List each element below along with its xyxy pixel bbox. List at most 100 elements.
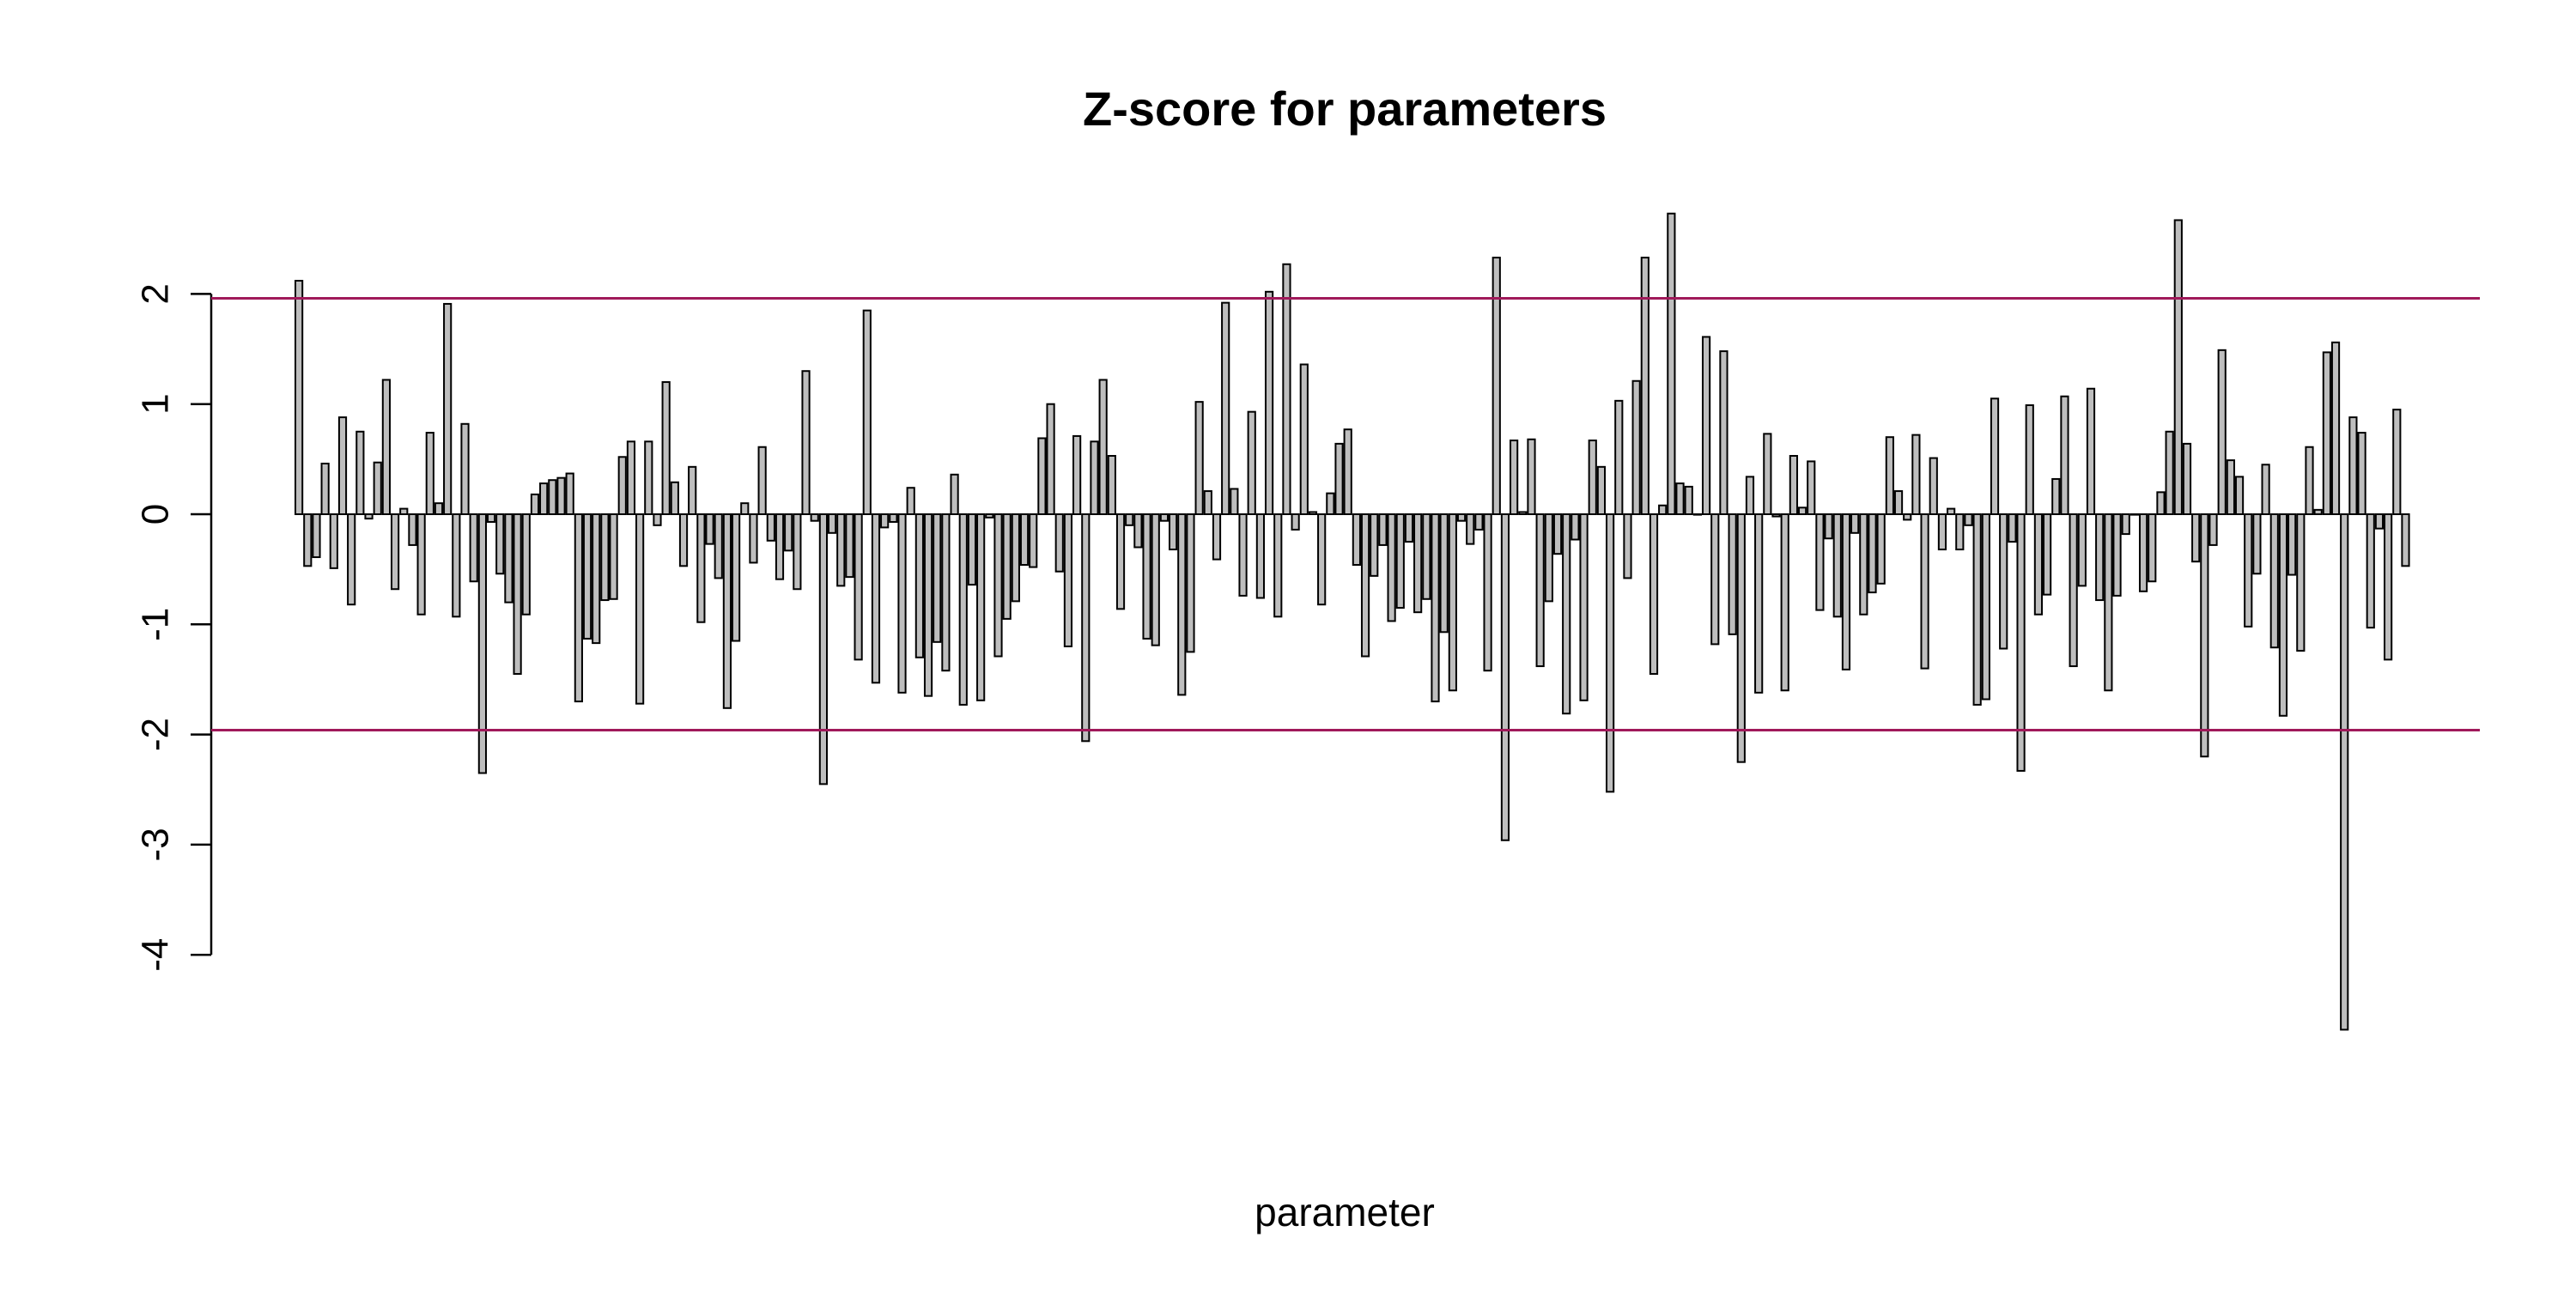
bar: [1606, 513, 1615, 793]
bar: [460, 422, 470, 516]
bar: [312, 513, 321, 559]
bar: [661, 381, 671, 516]
bar: [2112, 513, 2122, 597]
bar: [530, 493, 540, 515]
bar: [2244, 513, 2253, 628]
bar: [443, 302, 453, 516]
bar: [1360, 513, 1370, 658]
bar: [1002, 513, 1012, 620]
bar: [889, 513, 898, 523]
bar: [1631, 379, 1641, 516]
bar: [933, 513, 942, 643]
bar: [740, 502, 750, 515]
bar: [592, 513, 601, 645]
bar: [1911, 434, 1921, 515]
bar: [2340, 513, 2349, 1031]
bar: [1203, 490, 1212, 515]
bar: [1868, 513, 1877, 594]
bar: [1107, 455, 1116, 515]
bar: [1562, 513, 1571, 715]
bars: [295, 212, 2410, 1031]
bar: [1054, 513, 1064, 573]
bar: [469, 513, 478, 583]
bar: [1291, 513, 1300, 531]
y-tick-label: -4: [135, 938, 177, 972]
bar: [2165, 430, 2174, 515]
bar: [854, 513, 863, 661]
bar: [1387, 513, 1396, 622]
bar: [513, 513, 522, 676]
bar: [732, 513, 741, 642]
bar: [836, 513, 846, 587]
bar: [1999, 513, 2008, 650]
bar: [1903, 513, 1912, 521]
bar: [784, 513, 793, 552]
y-tick-label: -1: [135, 608, 177, 641]
bar: [2016, 513, 2026, 772]
bar: [1972, 513, 1982, 706]
bar: [2252, 513, 2262, 575]
bar: [2366, 513, 2375, 629]
bar: [1876, 513, 1886, 585]
bar: [1247, 410, 1256, 515]
bar: [2357, 432, 2366, 515]
bar: [1264, 290, 1274, 515]
bar: [425, 432, 434, 515]
bar: [1850, 513, 1860, 534]
bar: [775, 513, 785, 580]
bar: [2025, 403, 2034, 516]
bar: [434, 502, 444, 515]
bar: [2313, 508, 2323, 515]
bar: [1510, 440, 1519, 515]
bar: [1404, 513, 1414, 543]
bar: [364, 513, 374, 520]
bar: [477, 513, 487, 774]
bar: [810, 513, 819, 522]
bar: [1177, 513, 1187, 696]
y-tick-label: 1: [135, 393, 177, 414]
bar: [993, 513, 1003, 658]
bar: [416, 513, 426, 616]
bar: [985, 513, 994, 519]
bar: [565, 472, 574, 516]
bar: [2148, 513, 2157, 583]
bar: [1859, 513, 1868, 616]
bar: [1063, 513, 1073, 647]
bar: [923, 513, 933, 697]
x-axis-label: parameter: [1255, 1190, 1435, 1234]
bar: [381, 379, 391, 515]
bar: [2060, 395, 2069, 515]
bar: [1710, 513, 1720, 646]
bar: [1378, 513, 1388, 546]
bar: [1370, 513, 1379, 577]
bar: [1527, 438, 1536, 516]
bar: [1019, 513, 1030, 567]
bar: [1614, 399, 1624, 515]
bar: [1841, 513, 1851, 670]
bar: [1920, 513, 1929, 670]
bar: [845, 513, 854, 579]
bar: [1352, 513, 1361, 567]
bar: [582, 513, 592, 640]
bar: [1492, 257, 1501, 515]
bar: [1649, 513, 1659, 676]
bar: [1596, 465, 1607, 516]
bar: [495, 513, 505, 575]
bar: [337, 416, 348, 516]
bar: [862, 309, 872, 516]
bar: [1780, 513, 1789, 692]
bar: [2296, 513, 2306, 652]
bar: [1640, 257, 1649, 515]
bar: [1317, 513, 1327, 606]
bar: [1964, 513, 1973, 526]
bar: [2305, 446, 2314, 515]
bar: [1186, 513, 1195, 653]
bar: [688, 465, 697, 516]
y-tick-label: -3: [135, 828, 177, 861]
bar: [906, 487, 915, 516]
bar: [373, 461, 382, 516]
bar: [976, 513, 986, 701]
bar: [635, 513, 645, 705]
bar: [1544, 513, 1553, 603]
